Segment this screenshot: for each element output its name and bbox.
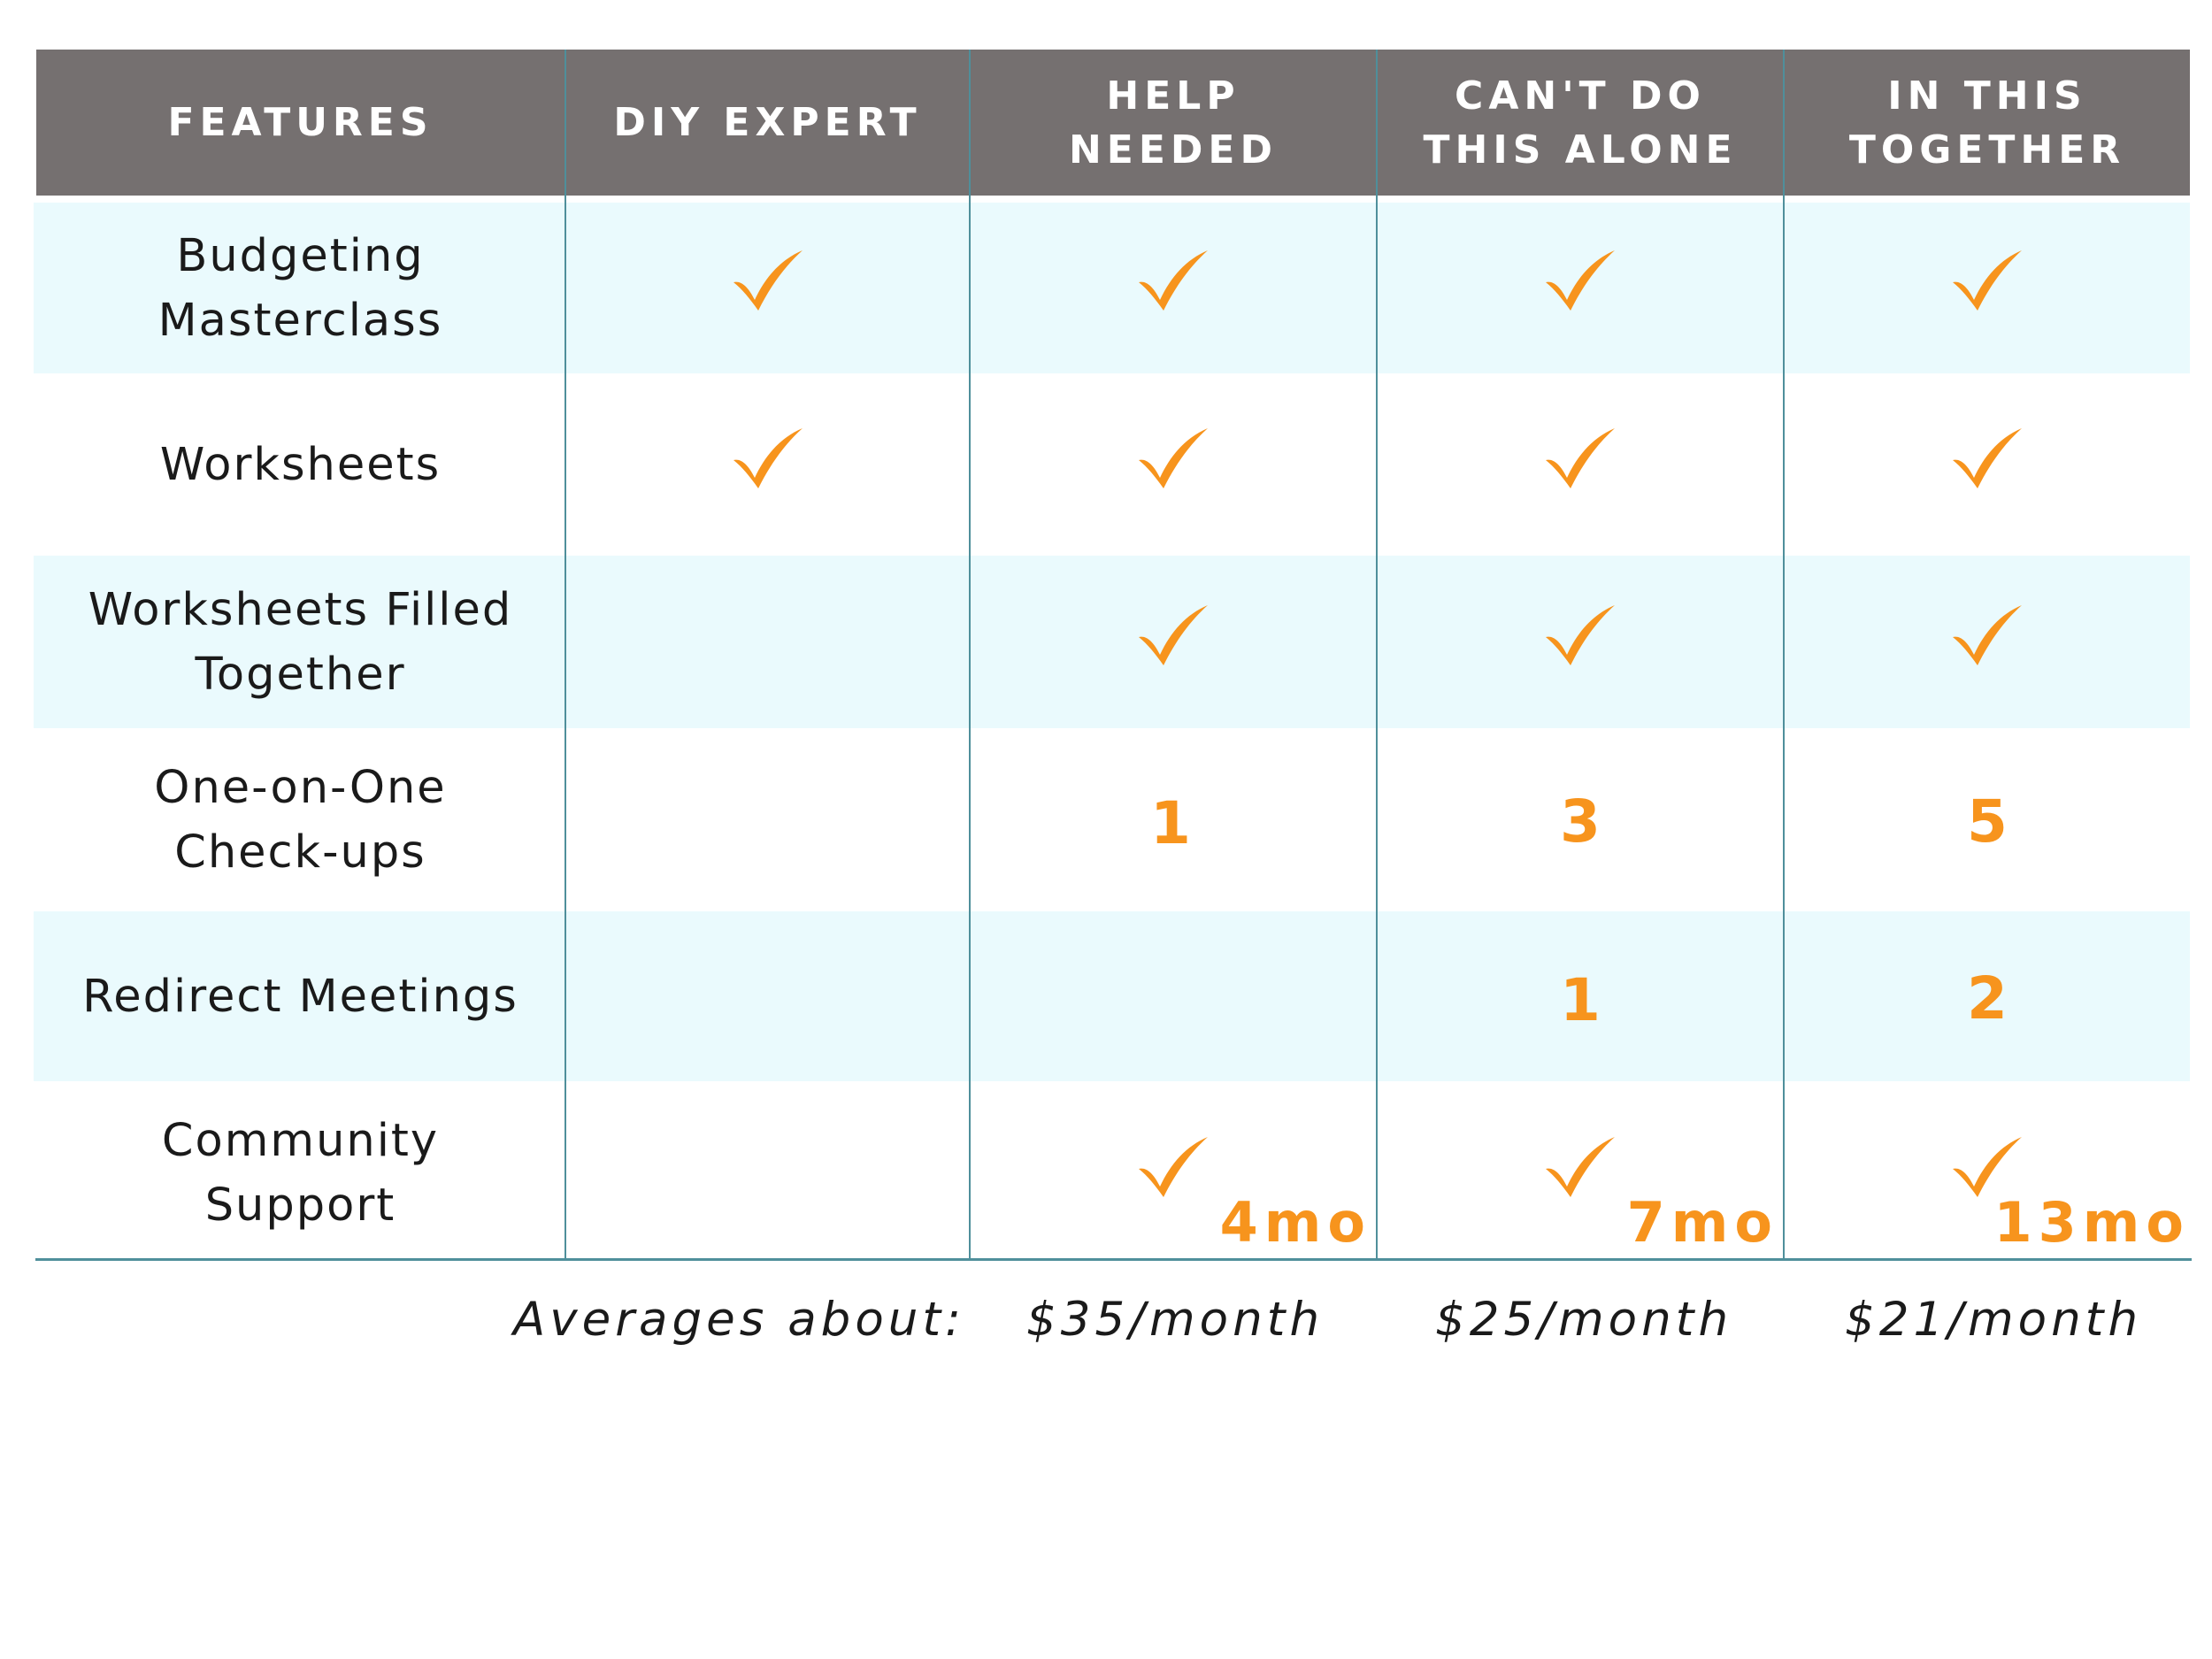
check-icon <box>971 380 1376 536</box>
column-divider <box>1376 50 1378 1259</box>
header-in-this-together: IN THIS TOGETHER <box>1848 73 2126 173</box>
check-icon <box>971 556 1376 715</box>
row-band-worksheets-filled <box>34 556 2190 728</box>
feature-label-worksheets-filled: Worksheets Filled Together <box>88 583 513 701</box>
check-icon <box>1378 556 1783 715</box>
check-icon <box>1785 1088 2190 1246</box>
check-icon <box>971 203 1376 358</box>
redirect-count-together: 2 <box>1967 964 2008 1033</box>
averages-label: Averages about: <box>513 1293 965 1347</box>
feature-label-community: Community Support <box>161 1115 440 1232</box>
checkups-count-help: 1 <box>1150 788 1191 857</box>
header-features: FEATURES <box>167 100 434 145</box>
community-duration-help: 4mo <box>1219 1190 1371 1255</box>
table-header-bar <box>36 50 2190 196</box>
header-cant-do-alone: CAN'T DO THIS ALONE <box>1423 73 1738 173</box>
feature-label-budgeting: Budgeting Masterclass <box>157 229 443 347</box>
table-bottom-rule <box>35 1258 2192 1261</box>
check-icon <box>566 203 969 358</box>
check-icon <box>566 380 969 536</box>
column-divider <box>565 50 566 1259</box>
column-divider <box>969 50 971 1259</box>
checkups-count-cant: 3 <box>1560 787 1601 856</box>
checkups-count-together: 5 <box>1967 787 2008 856</box>
feature-label-redirect: Redirect Meetings <box>82 970 518 1023</box>
community-duration-together: 13mo <box>1993 1190 2190 1255</box>
community-duration-cant: 7mo <box>1626 1190 1778 1255</box>
check-icon <box>1785 203 2190 358</box>
check-icon <box>1378 1088 1783 1246</box>
row-band-redirect <box>34 911 2190 1081</box>
price-cant-do-alone: $25/month <box>1435 1293 1733 1347</box>
check-icon <box>971 1088 1376 1246</box>
feature-label-checkups: One-on-One Check-ups <box>154 761 447 879</box>
header-help-needed: HELP NEEDED <box>1068 73 1279 173</box>
check-icon <box>1785 380 2190 536</box>
check-icon <box>1378 380 1783 536</box>
price-help-needed: $35/month <box>1026 1293 1325 1347</box>
feature-label-worksheets: Worksheets <box>159 438 442 491</box>
check-icon <box>1378 203 1783 358</box>
row-band-budgeting <box>34 203 2190 373</box>
price-in-this-together: $21/month <box>1845 1293 2143 1347</box>
header-diy-expert: DIY EXPERT <box>613 100 922 145</box>
check-icon <box>1785 556 2190 715</box>
column-divider <box>1783 50 1785 1259</box>
redirect-count-cant: 1 <box>1560 966 1601 1034</box>
